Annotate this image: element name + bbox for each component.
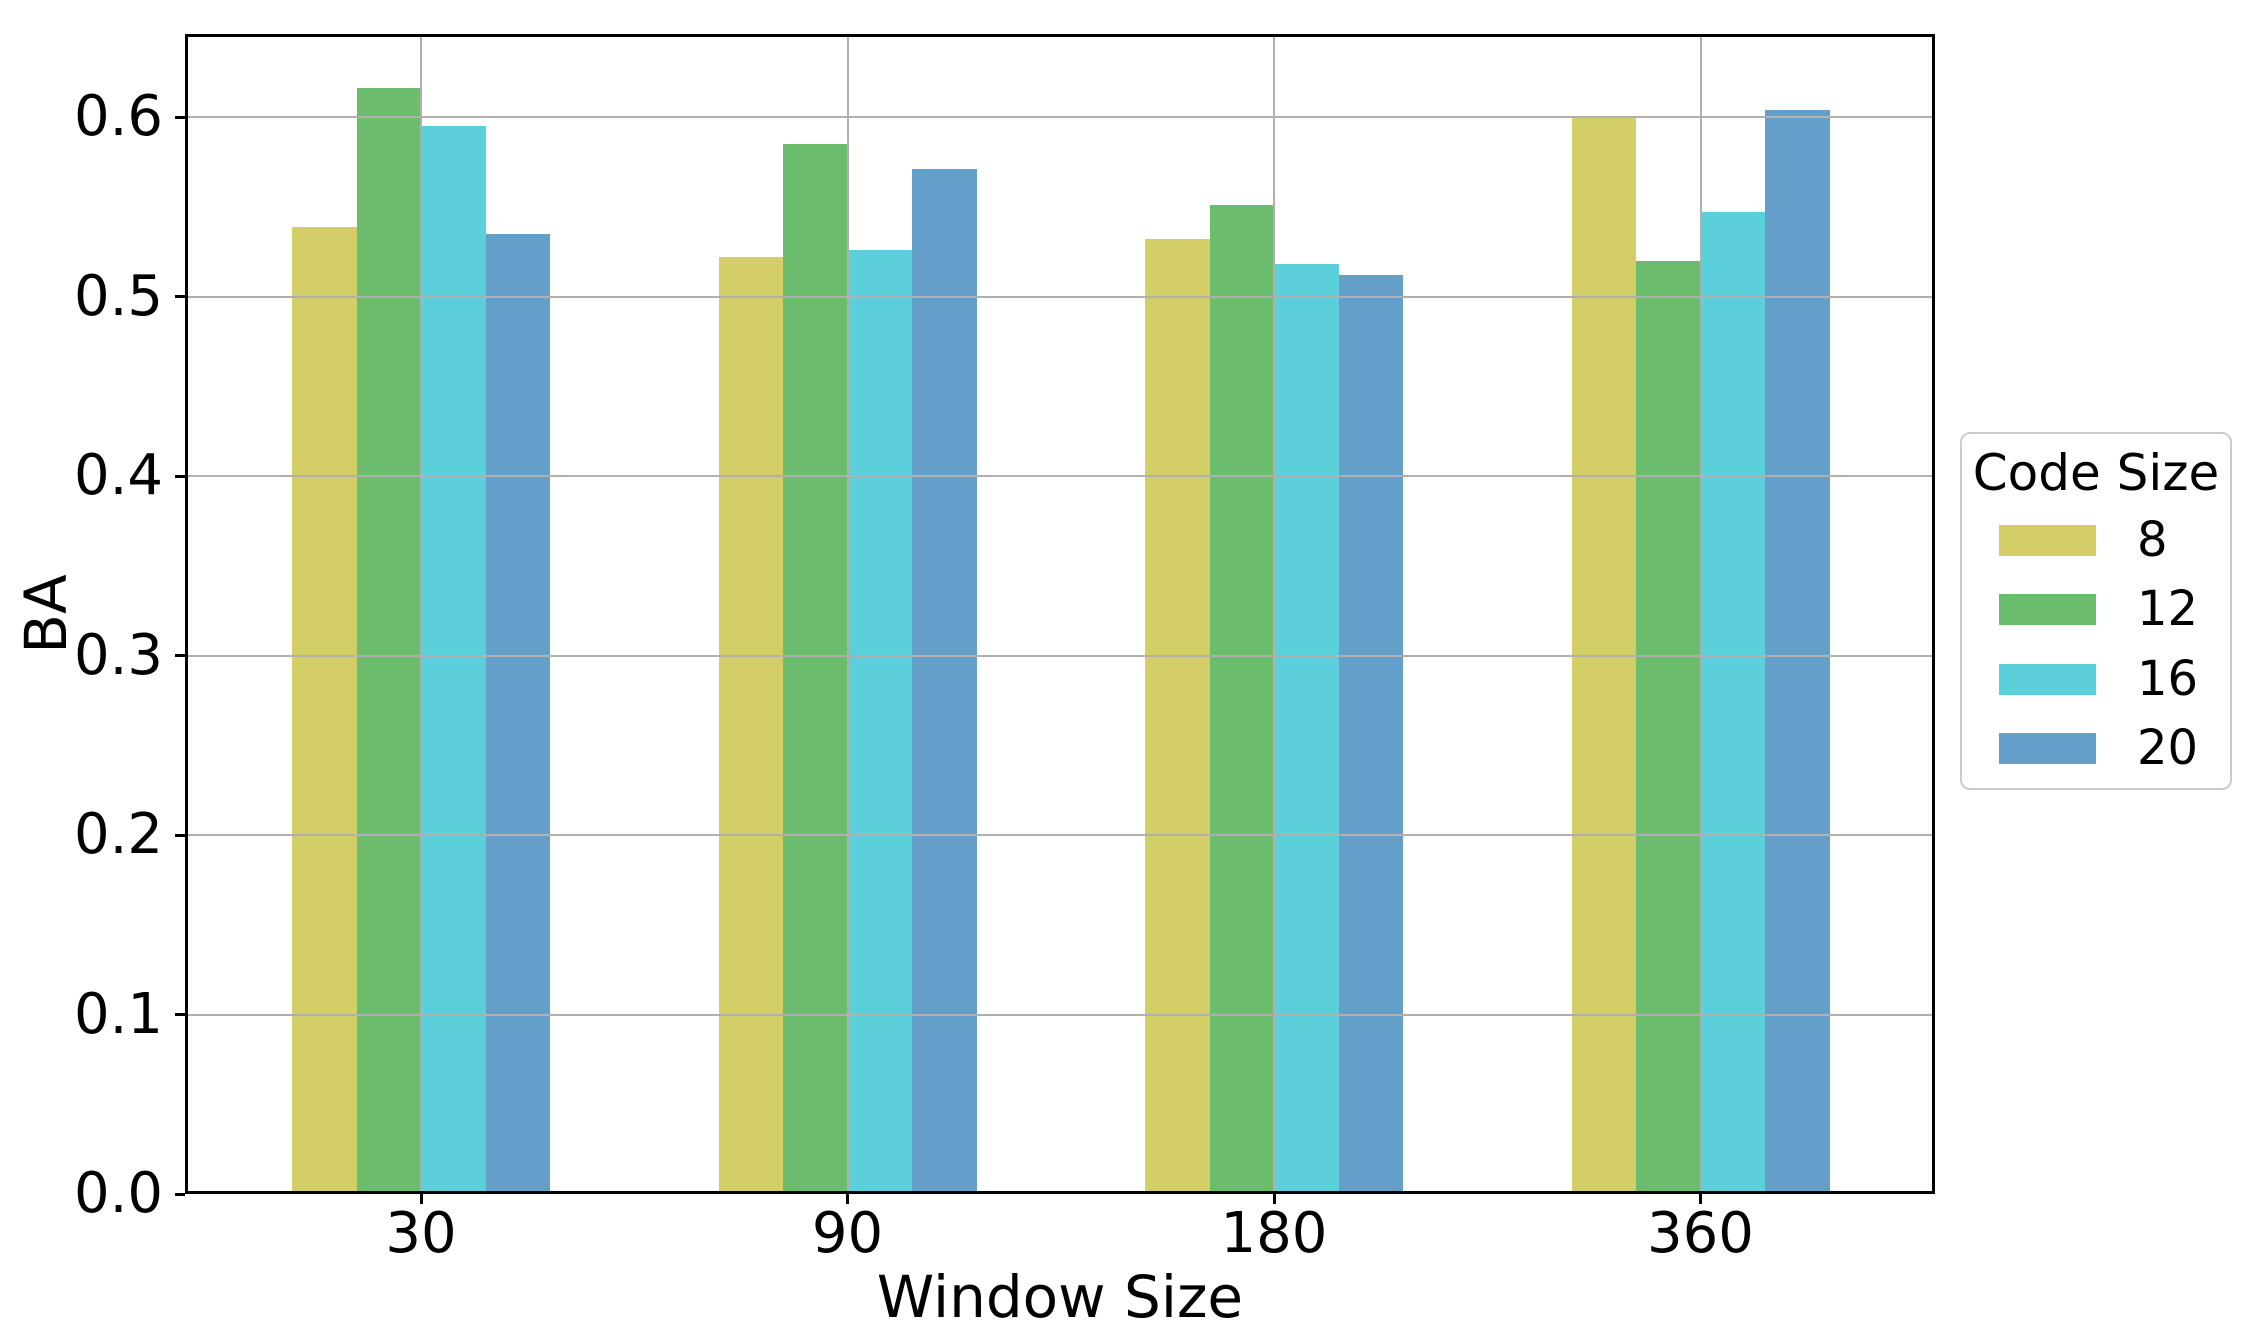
y-tick-label-0.2: 0.2 — [73, 802, 163, 867]
gridline-y-0.6 — [185, 116, 1935, 118]
bar-ws30-cs12 — [356, 88, 421, 1194]
bar-ws30-cs16 — [421, 126, 486, 1194]
legend-label-12: 12 — [2137, 581, 2199, 637]
legend-label-20: 20 — [2137, 720, 2199, 776]
y-tick-0.1 — [175, 1013, 185, 1016]
gridline-y-0.2 — [185, 834, 1935, 836]
legend-row-8: 8 — [1999, 512, 2222, 568]
bar-ws180-cs12 — [1209, 205, 1274, 1194]
x-tick-180 — [1272, 1194, 1276, 1204]
bar-ws30-cs8 — [292, 226, 357, 1194]
gridline-y-0.5 — [185, 295, 1935, 298]
gridline-y-0.4 — [185, 475, 1935, 477]
gridline-x-30 — [420, 34, 422, 1194]
x-tick-30 — [419, 1194, 423, 1204]
gridline-y-0.1 — [185, 1013, 1935, 1016]
gridline-x-360 — [1699, 34, 1702, 1194]
bar-ws180-cs16 — [1274, 264, 1339, 1194]
gridline-x-90 — [846, 34, 849, 1194]
x-tick-label-90: 90 — [811, 1201, 884, 1266]
legend: Code Size 8 12 16 20 — [1960, 432, 2232, 790]
legend-swatch-8 — [1999, 524, 2096, 556]
x-tick-label-180: 180 — [1220, 1201, 1328, 1266]
x-tick-360 — [1699, 1194, 1702, 1204]
legend-title: Code Size — [1972, 444, 2220, 502]
bar-ws360-cs12 — [1636, 260, 1701, 1194]
legend-row-12: 12 — [1999, 581, 2222, 637]
bar-ws90-cs12 — [783, 143, 848, 1194]
legend-swatch-16 — [1999, 663, 2096, 695]
y-tick-0.2 — [175, 833, 185, 837]
legend-row-20: 20 — [1999, 720, 2222, 776]
gridline-y-0.3 — [185, 654, 1935, 657]
y-tick-label-0.4: 0.4 — [73, 443, 163, 508]
legend-label-8: 8 — [2137, 512, 2168, 568]
bar-ws180-cs8 — [1145, 239, 1210, 1194]
bar-ws30-cs20 — [485, 233, 550, 1194]
bar-ws90-cs8 — [718, 257, 783, 1194]
y-tick-label-0.0: 0.0 — [73, 1161, 163, 1226]
y-tick-0.3 — [175, 654, 185, 657]
y-tick-label-0.3: 0.3 — [73, 622, 163, 688]
y-tick-label-0.1: 0.1 — [73, 981, 163, 1047]
y-tick-0.4 — [175, 474, 185, 478]
y-tick-0.6 — [175, 115, 185, 119]
legend-swatch-20 — [1999, 732, 2096, 764]
x-axis-label: Window Size — [876, 1263, 1244, 1331]
plot-area — [185, 34, 1935, 1194]
y-tick-0.5 — [175, 295, 185, 298]
x-tick-label-30: 30 — [385, 1201, 457, 1266]
legend-label-16: 16 — [2137, 651, 2199, 707]
y-tick-0.0 — [175, 1192, 185, 1196]
bar-ws90-cs16 — [847, 249, 912, 1194]
bar-ws180-cs20 — [1338, 275, 1403, 1194]
bar-ws360-cs20 — [1765, 109, 1830, 1194]
bar-ws90-cs20 — [912, 169, 977, 1194]
x-tick-90 — [846, 1194, 849, 1204]
x-tick-label-360: 360 — [1647, 1201, 1754, 1266]
y-tick-label-0.5: 0.5 — [73, 263, 163, 329]
gridline-x-180 — [1273, 34, 1275, 1194]
bar-ws360-cs16 — [1700, 212, 1765, 1194]
legend-swatch-12 — [1999, 593, 2096, 625]
y-tick-label-0.6: 0.6 — [73, 84, 163, 149]
legend-row-16: 16 — [1999, 651, 2222, 707]
